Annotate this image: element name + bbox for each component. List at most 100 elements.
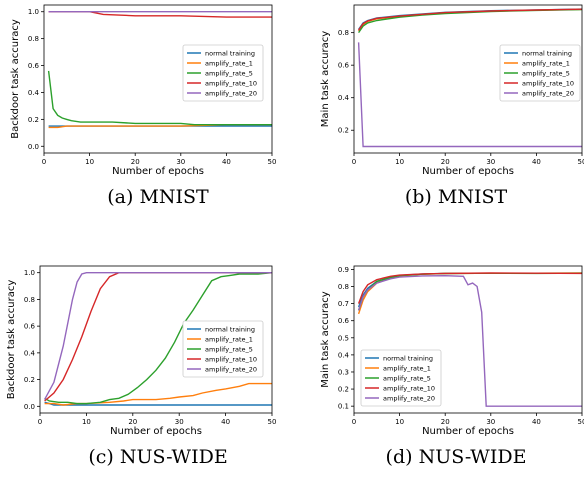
legend-label: amplify_rate_1 (205, 335, 253, 343)
axes-frame (353, 265, 583, 414)
x-tick-label: 10 (82, 418, 91, 426)
x-tick-label: 20 (131, 158, 140, 166)
legend-label: amplify_rate_10 (205, 79, 257, 87)
x-tick-label: 0 (38, 418, 42, 426)
x-tick-label: 30 (175, 418, 184, 426)
x-tick-label: 20 (441, 418, 450, 426)
y-axis-label: Backdoor task accuracy (10, 19, 21, 139)
x-axis-label: Number of epochs (110, 426, 202, 437)
legend-label: amplify_rate_1 (522, 59, 570, 67)
legend-label: normal training (205, 49, 255, 57)
y-tick-label: 0.9 (338, 266, 349, 274)
x-tick-label: 10 (85, 158, 94, 166)
caption-b: (b) MNIST (404, 186, 508, 208)
legend-label: amplify_rate_10 (205, 355, 257, 363)
x-tick-label: 20 (128, 418, 137, 426)
x-tick-label: 50 (578, 158, 584, 166)
x-tick-label: 30 (486, 418, 495, 426)
y-tick-label: 0.6 (338, 317, 350, 325)
chart-panel-1: 0 10 20 30 40 50 0.2 0.4 0.6 0.8 Number of epochs M… (320, 4, 584, 177)
y-tick-label: 0.5 (338, 334, 349, 342)
legend-label: amplify_rate_20 (383, 394, 435, 402)
y-tick-label: 0.6 (338, 62, 350, 70)
legend: normal training amplify_rate_1 amplify_rat… (182, 44, 264, 102)
legend-label: amplify_rate_20 (522, 89, 574, 97)
y-tick-label: 0.6 (24, 323, 36, 331)
y-tick-label: 0.0 (28, 143, 39, 151)
axes-frame (353, 4, 583, 154)
legend: normal training amplify_rate_1 amplify_rat… (182, 320, 264, 378)
x-tick-label: 40 (222, 158, 231, 166)
chart-panel-3: 0 10 20 30 40 50 0.1 0.2 0.3 0.4 0.5 0.6 0.7 0.8 0.9 Nu… (320, 265, 584, 437)
y-tick-label: 0.7 (338, 300, 349, 308)
series-line-4 (357, 274, 582, 407)
y-tick-label: 0.4 (28, 89, 40, 97)
chart-panel-2: 0 10 20 30 40 50 0.0 0.2 0.4 0.6 0.8 1.0 Number of e… (6, 265, 277, 437)
y-tick-label: 1.0 (24, 269, 35, 277)
x-axis-label: Number of epochs (422, 166, 514, 177)
y-tick-label: 0.4 (338, 94, 350, 102)
y-tick-label: 1.0 (28, 8, 39, 16)
y-tick-label: 0.2 (24, 376, 35, 384)
y-tick-label: 0.2 (338, 127, 349, 135)
y-tick-label: 0.2 (28, 116, 39, 124)
x-tick-label: 10 (395, 418, 404, 426)
x-tick-label: 50 (268, 158, 277, 166)
y-tick-label: 0.4 (24, 349, 36, 357)
y-tick-label: 0.2 (338, 386, 349, 394)
legend-box (182, 320, 264, 378)
y-tick-label: 0.3 (338, 368, 349, 376)
y-tick-label: 0.8 (24, 296, 35, 304)
legend-label: amplify_rate_10 (522, 79, 574, 87)
y-tick-label: 0.8 (28, 35, 39, 43)
caption-a: (a) MNIST (107, 186, 209, 208)
chart-panel-0: 0 10 20 30 40 50 0.0 0.2 0.4 0.6 0.8 1.0 Number of e… (10, 4, 277, 177)
legend: normal training amplify_rate_1 amplify_rat… (360, 349, 442, 407)
y-tick-label: 0.8 (338, 283, 349, 291)
y-tick-label: 0.0 (24, 403, 35, 411)
series-line-4 (357, 42, 582, 148)
axes-frame (43, 4, 273, 154)
series-line-1 (44, 382, 272, 406)
x-tick-label: 40 (532, 158, 541, 166)
legend-label: amplify_rate_5 (205, 69, 253, 77)
legend-box (182, 44, 264, 102)
y-tick-label: 0.8 (338, 29, 349, 37)
series-line-2 (358, 8, 583, 33)
x-tick-label: 40 (532, 418, 541, 426)
legend-box (499, 44, 581, 102)
series-line-3 (358, 8, 583, 31)
x-tick-label: 20 (441, 158, 450, 166)
legend-box (360, 349, 442, 407)
series-line-4 (43, 272, 272, 400)
y-axis-label: Main task accuracy (320, 31, 331, 127)
axes-frame (39, 265, 273, 414)
caption-c: (c) NUS-WIDE (88, 446, 228, 468)
y-axis-label: Backdoor task accuracy (6, 280, 17, 400)
x-tick-label: 30 (486, 158, 495, 166)
legend-label: amplify_rate_1 (383, 364, 431, 372)
x-axis-label: Number of epochs (112, 166, 204, 177)
legend-label: amplify_rate_5 (383, 374, 431, 382)
x-tick-label: 30 (176, 158, 185, 166)
x-tick-label: 0 (352, 158, 356, 166)
x-tick-label: 10 (395, 158, 404, 166)
legend-label: normal training (205, 325, 255, 333)
legend: normal training amplify_rate_1 amplify_rat… (499, 44, 581, 102)
x-axis-label: Number of epochs (422, 426, 514, 437)
x-tick-label: 50 (578, 418, 584, 426)
x-tick-label: 0 (352, 418, 356, 426)
legend-label: amplify_rate_5 (205, 345, 253, 353)
y-tick-label: 0.6 (28, 62, 40, 70)
caption-d: (d) NUS-WIDE (385, 446, 527, 468)
series-line-2 (47, 70, 272, 126)
y-tick-label: 0.1 (338, 403, 349, 411)
series-line-2 (44, 272, 273, 405)
legend-label: amplify_rate_1 (205, 59, 253, 67)
x-tick-label: 50 (268, 418, 277, 426)
legend-label: amplify_rate_20 (205, 89, 257, 97)
legend-label: normal training (383, 354, 433, 362)
legend-label: amplify_rate_5 (522, 69, 570, 77)
